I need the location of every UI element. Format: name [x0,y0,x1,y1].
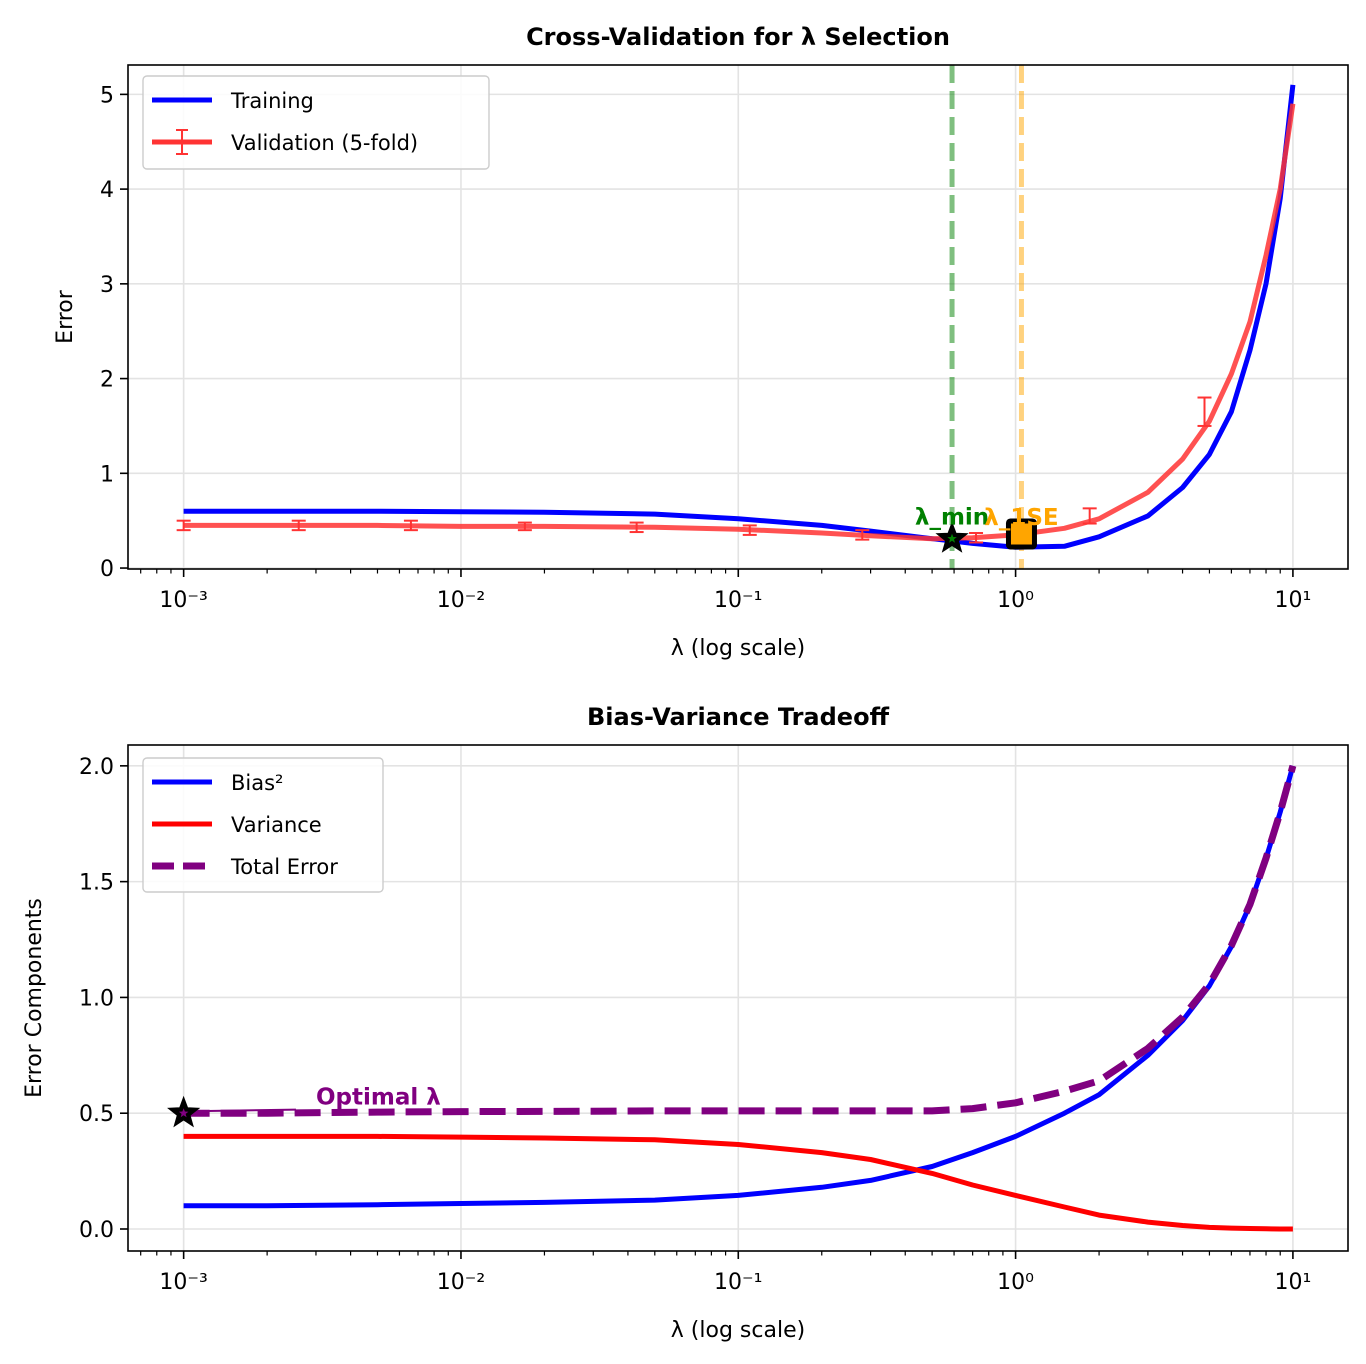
error-bar [742,524,757,536]
x-tick-label: 10¹ [1274,588,1311,613]
chart-1: Optimal λ 10⁻³ 10⁻² 10⁻¹ 10⁰ 10¹ 0.0 0.5 1.0 1.5 2… [22,703,1349,1343]
y-tick-label: 0.0 [79,1218,114,1243]
x-tick-label: 10⁻¹ [714,588,762,613]
x-tick-label: 10⁻³ [159,588,207,613]
annotation-label: λ_1SE [984,505,1058,531]
chart-title: Bias-Variance Tradeoff [587,703,890,731]
x-axis-label: λ (log scale) [671,1318,805,1343]
y-tick-label: 0 [100,557,114,582]
legend-label: Total Error [230,855,338,879]
error-bar [1082,507,1097,525]
x-tick-label: 10⁻² [437,1270,485,1295]
legend-label: Validation (5-fold) [231,131,418,155]
y-tick-label: 3 [100,273,114,298]
series-line-total-error [183,764,1297,1117]
y-tick-label: 4 [100,178,114,203]
y-axis-label: Error Components [22,898,47,1098]
annotation-label: λ_min [915,505,989,531]
legend: Training Validation (5-fold) [142,75,490,170]
error-bar [291,519,306,532]
error-bar [517,521,532,532]
square-marker [1005,518,1037,550]
series-line-variance [183,1133,1293,1232]
y-axis-label: Error [53,289,78,344]
error-bar [176,519,191,532]
legend-label: Training [230,89,314,113]
error-bar [969,532,984,544]
y-tick-label: 2.0 [79,755,114,780]
legend-frame [142,75,490,170]
legend-frame [142,757,384,893]
x-tick-label: 10⁰ [997,1270,1034,1295]
annotation-label: Optimal λ [316,1085,441,1111]
x-tick-label: 10⁻² [437,588,485,613]
x-tick-label: 10¹ [1274,1270,1311,1295]
y-tick-label: 1.5 [79,871,114,896]
x-tick-label: 10⁻¹ [714,1270,762,1295]
error-bar [855,529,870,541]
star-marker-center [178,1108,189,1118]
y-tick-label: 1.0 [79,986,114,1011]
y-tick-label: 1 [100,462,114,487]
error-bar [629,521,644,534]
y-tick-label: 0.5 [79,1102,114,1127]
chart-title: Cross-Validation for λ Selection [526,23,950,51]
annotation-arrow [191,1108,296,1113]
y-tick-label: 2 [100,368,114,393]
legend-label: Variance [231,813,322,837]
legend-label: Bias² [231,771,283,795]
x-tick-label: 10⁻³ [159,1270,207,1295]
y-tick-label: 5 [100,83,114,108]
x-axis-label: λ (log scale) [671,636,805,661]
error-bar [1197,396,1212,427]
series-line-validation-5-fold- [183,103,1296,542]
star-marker-center [947,533,957,543]
x-tick-label: 10⁰ [997,588,1034,613]
error-bar [403,519,418,532]
legend: Bias² Variance Total Error [142,757,384,893]
series-line-training [183,84,1296,550]
